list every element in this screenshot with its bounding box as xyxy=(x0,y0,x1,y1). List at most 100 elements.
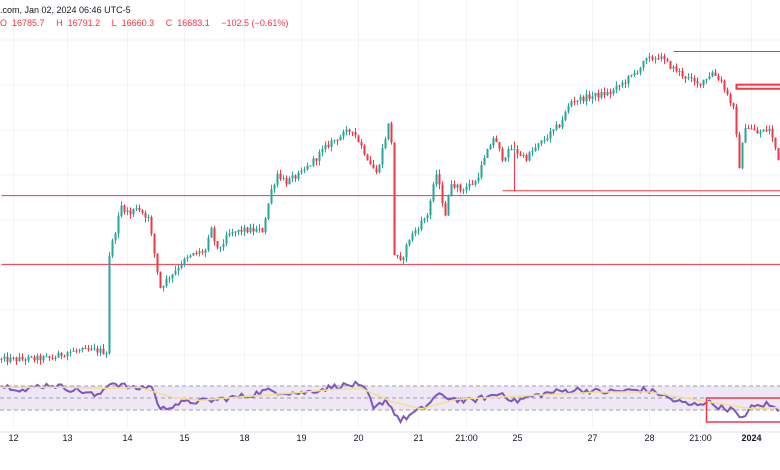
candle-body xyxy=(267,203,270,219)
candle-body xyxy=(153,233,156,254)
candle-body xyxy=(612,89,615,94)
candle-body xyxy=(696,81,699,84)
candle-body xyxy=(441,184,444,204)
candle-body xyxy=(108,255,111,354)
candle-body xyxy=(165,278,168,287)
candle-body xyxy=(315,158,318,161)
candle-body xyxy=(48,356,51,358)
candle-body xyxy=(6,356,9,362)
candle-body xyxy=(276,173,279,185)
candle-body xyxy=(207,237,210,251)
candle-body xyxy=(588,94,591,99)
candle-body xyxy=(213,227,216,242)
candle-body xyxy=(27,356,30,361)
candle-body xyxy=(606,92,609,96)
candle-body xyxy=(339,136,342,141)
candle-body xyxy=(756,129,759,134)
candle-body xyxy=(384,139,387,149)
candle-body xyxy=(660,56,663,59)
candle-body xyxy=(570,101,573,107)
candle-body xyxy=(96,348,99,353)
candle-body xyxy=(546,138,549,141)
candle-body xyxy=(105,353,108,355)
candle-body xyxy=(627,76,630,84)
candle-body xyxy=(477,177,480,182)
candle-body xyxy=(90,348,93,350)
candle-body xyxy=(36,355,39,361)
candle-body xyxy=(138,207,141,211)
resistance-zone[interactable] xyxy=(735,83,780,90)
candle-body xyxy=(75,350,78,352)
candle-body xyxy=(120,205,123,217)
candle-body xyxy=(126,210,129,212)
candle-body xyxy=(111,240,114,256)
rsi-pane xyxy=(0,380,780,425)
candle-body xyxy=(654,58,657,60)
candle-body xyxy=(201,251,204,253)
candle-body xyxy=(54,357,57,359)
high-value: 16791.2 xyxy=(67,18,101,28)
candle-body xyxy=(72,350,75,352)
candle-body xyxy=(300,170,303,173)
candle-body xyxy=(450,184,453,196)
candle-body xyxy=(432,184,435,201)
candle-body xyxy=(225,235,228,244)
candle-body xyxy=(210,227,213,238)
candle-body xyxy=(351,131,354,133)
candle-body xyxy=(672,66,675,69)
candle-body xyxy=(132,208,135,215)
candle-body xyxy=(402,257,405,260)
candle-body xyxy=(303,169,306,171)
candle-body xyxy=(693,77,696,82)
candle-body xyxy=(255,229,258,232)
candle-body xyxy=(459,184,462,191)
candle-body xyxy=(453,184,456,188)
candle-body xyxy=(690,77,693,79)
candle-body xyxy=(750,128,753,130)
candle-body xyxy=(726,89,729,95)
candle-body xyxy=(33,356,36,361)
candle-body xyxy=(774,137,777,148)
candle-body xyxy=(399,256,402,260)
candle-body xyxy=(249,227,252,233)
time-axis-tick-label: 14 xyxy=(122,433,132,443)
candle-body xyxy=(45,356,48,358)
candle-body xyxy=(342,131,345,137)
candle-body xyxy=(135,207,138,209)
candle-body xyxy=(738,134,741,169)
candle-body xyxy=(219,247,222,249)
change-value: −102.5 (−0.61%) xyxy=(221,18,289,28)
time-axis-tick-label: 20 xyxy=(353,433,363,443)
candle-body xyxy=(495,138,498,143)
candle-body xyxy=(87,348,90,350)
candle-body xyxy=(501,148,504,161)
candle-body xyxy=(423,218,426,221)
candle-body xyxy=(123,205,126,212)
candle-body xyxy=(753,128,756,130)
candle-body xyxy=(480,165,483,178)
candle-body xyxy=(408,239,411,245)
candle-body xyxy=(534,147,537,152)
time-axis-tick-label: 13 xyxy=(62,433,72,443)
rsi-highlight-box[interactable] xyxy=(705,397,780,423)
candle-body xyxy=(663,56,666,60)
candle-body xyxy=(381,148,384,165)
candle-body xyxy=(642,60,645,68)
candle-body xyxy=(3,356,6,359)
candle-body xyxy=(156,253,159,272)
candle-body xyxy=(474,181,477,185)
candle-body xyxy=(558,124,561,128)
time-axis-tick-label: 21:00 xyxy=(689,433,712,443)
candle-body xyxy=(231,231,234,234)
candle-body xyxy=(417,229,420,231)
candle-body xyxy=(78,350,81,352)
candle-body xyxy=(345,129,348,132)
candle-body xyxy=(579,96,582,101)
candle-body xyxy=(747,128,750,130)
candle-body xyxy=(15,357,18,362)
candle-body xyxy=(237,229,240,233)
candle-body xyxy=(426,215,429,219)
candle-body xyxy=(258,228,261,230)
low-label: L xyxy=(111,18,117,28)
